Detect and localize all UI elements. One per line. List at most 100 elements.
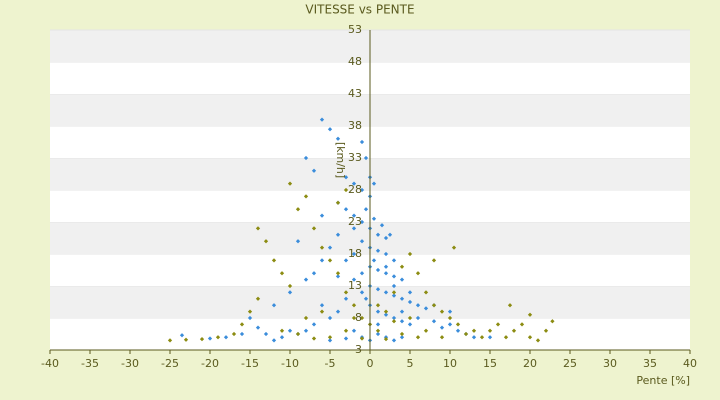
point (295, 239, 301, 244)
x-tick-label: -30 (121, 357, 139, 370)
x-tick-label: -20 (201, 357, 219, 370)
y-tick-label: 33 (348, 151, 362, 164)
point (455, 322, 461, 327)
point (263, 331, 269, 337)
point (263, 239, 269, 244)
x-tick-label: -5 (325, 357, 336, 370)
point (399, 264, 405, 269)
point (343, 175, 349, 180)
point (295, 331, 301, 337)
x-tick-label: 5 (407, 357, 414, 370)
point (351, 226, 357, 231)
point (319, 303, 325, 308)
point (451, 245, 457, 250)
point (399, 277, 405, 282)
point (363, 207, 369, 212)
point (239, 331, 245, 337)
point (391, 258, 397, 263)
point (495, 322, 501, 327)
point (303, 277, 309, 282)
point (359, 290, 365, 295)
point (359, 139, 365, 145)
point (255, 325, 261, 330)
x-tick-label: 20 (523, 357, 537, 370)
point (231, 331, 237, 337)
point (519, 322, 525, 327)
point (351, 303, 357, 308)
point (375, 303, 381, 308)
point (383, 264, 389, 269)
point (407, 251, 413, 257)
point (387, 232, 393, 237)
point (303, 194, 309, 199)
point (391, 319, 397, 324)
point (287, 328, 293, 333)
y-tick-label: 38 (348, 119, 362, 132)
x-axis-label: Pente [%] (636, 374, 690, 387)
point (383, 309, 389, 314)
point (375, 322, 381, 327)
point (335, 274, 341, 279)
point (511, 328, 517, 333)
point (287, 290, 293, 295)
point (363, 155, 369, 161)
point (431, 319, 437, 324)
y-tick-label: 53 (348, 23, 362, 36)
point (327, 335, 333, 340)
x-tick-label: 25 (563, 357, 577, 370)
point (375, 232, 381, 237)
point (179, 333, 185, 338)
point (279, 328, 285, 333)
point (391, 290, 397, 295)
point (223, 335, 229, 340)
point (399, 319, 405, 324)
point (351, 315, 357, 321)
point (399, 331, 405, 337)
x-tick-label: 15 (483, 357, 497, 370)
point (383, 312, 389, 317)
point (279, 271, 285, 276)
point (343, 258, 349, 263)
point (399, 309, 405, 314)
point (311, 322, 317, 327)
x-tick-label: 0 (367, 357, 374, 370)
point (439, 325, 445, 330)
point (455, 328, 461, 333)
point (271, 338, 277, 343)
point (343, 296, 349, 301)
point (303, 155, 309, 161)
point (383, 271, 389, 276)
point (319, 258, 325, 263)
x-tick-label: 40 (683, 357, 697, 370)
chart-title: VITESSE vs PENTE (305, 3, 414, 17)
point (471, 328, 477, 333)
point (415, 335, 421, 340)
point (351, 328, 357, 333)
point (407, 315, 413, 321)
point (167, 338, 173, 343)
point (423, 328, 429, 333)
point (343, 328, 349, 333)
point (535, 338, 541, 343)
point (375, 328, 381, 333)
point (439, 335, 445, 340)
x-tick-label: 30 (603, 357, 617, 370)
point (543, 328, 549, 333)
point (359, 187, 365, 193)
point (550, 319, 555, 324)
point (371, 258, 377, 263)
y-tick-label: 43 (348, 87, 362, 100)
point (487, 328, 493, 333)
point (407, 299, 413, 305)
point (407, 322, 413, 327)
point (383, 235, 389, 241)
point (375, 287, 381, 292)
point (183, 337, 189, 342)
point (311, 336, 317, 341)
point (311, 168, 317, 173)
point (271, 258, 277, 263)
point (371, 216, 377, 221)
point (335, 271, 341, 276)
